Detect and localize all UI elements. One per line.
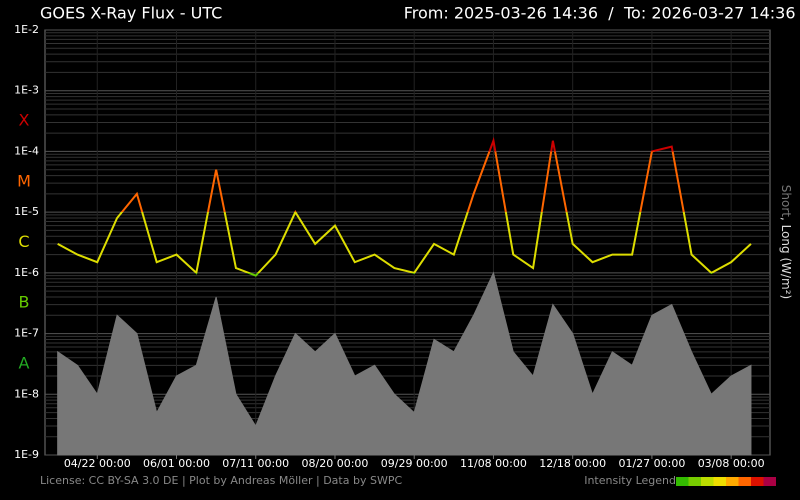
legend-swatch — [751, 477, 764, 486]
y-tick-label: 1E-9 — [14, 448, 39, 461]
long-line — [57, 136, 752, 277]
y-tick-label: 1E-2 — [14, 23, 39, 36]
x-tick-label: 12/18 00:00 — [539, 457, 606, 470]
y-label-short: Short — [780, 185, 794, 217]
x-tick-label: 06/01 00:00 — [143, 457, 210, 470]
short-area — [57, 271, 752, 456]
flare-class-label: M — [17, 171, 31, 190]
legend-swatch — [713, 477, 726, 486]
y-tick-label: 1E-7 — [14, 327, 39, 340]
y-tick-label: 1E-8 — [14, 387, 39, 400]
to-label: To: 2026-03-27 14:36 — [623, 4, 796, 23]
x-tick-label: 07/11 00:00 — [222, 457, 289, 470]
x-tick-label: 03/08 00:00 — [698, 457, 765, 470]
y-axis-label: Short, Long (W/m²) — [780, 185, 794, 299]
y-label-rest: , Long (W/m²) — [780, 217, 794, 299]
flare-class-label: X — [19, 111, 30, 130]
legend-swatch — [688, 477, 701, 486]
legend-swatch — [726, 477, 739, 486]
y-tick-label: 1E-6 — [14, 266, 39, 279]
y-tick-label: 1E-3 — [14, 84, 39, 97]
x-tick-label: 08/20 00:00 — [302, 457, 369, 470]
legend-swatch — [763, 477, 776, 486]
from-label: From: 2025-03-26 14:36 — [404, 4, 598, 23]
legend-swatch — [738, 477, 751, 486]
footer: License: CC BY-SA 3.0 DE | Plot by Andre… — [40, 474, 402, 487]
flare-class-label: B — [19, 293, 30, 312]
flare-class-label: A — [19, 353, 30, 372]
separator: / — [608, 4, 614, 23]
x-tick-label: 11/08 00:00 — [460, 457, 527, 470]
chart-title: GOES X-Ray Flux - UTC — [40, 4, 222, 23]
x-tick-label: 01/27 00:00 — [618, 457, 685, 470]
y-tick-label: 1E-4 — [14, 144, 39, 157]
flare-class-label: C — [18, 232, 29, 251]
y-tick-label: 1E-5 — [14, 205, 39, 218]
x-tick-label: 04/22 00:00 — [64, 457, 131, 470]
legend-label: Intensity Legend — [584, 474, 676, 487]
legend-swatch — [701, 477, 714, 486]
x-tick-label: 09/29 00:00 — [381, 457, 448, 470]
legend-swatch — [676, 477, 689, 486]
